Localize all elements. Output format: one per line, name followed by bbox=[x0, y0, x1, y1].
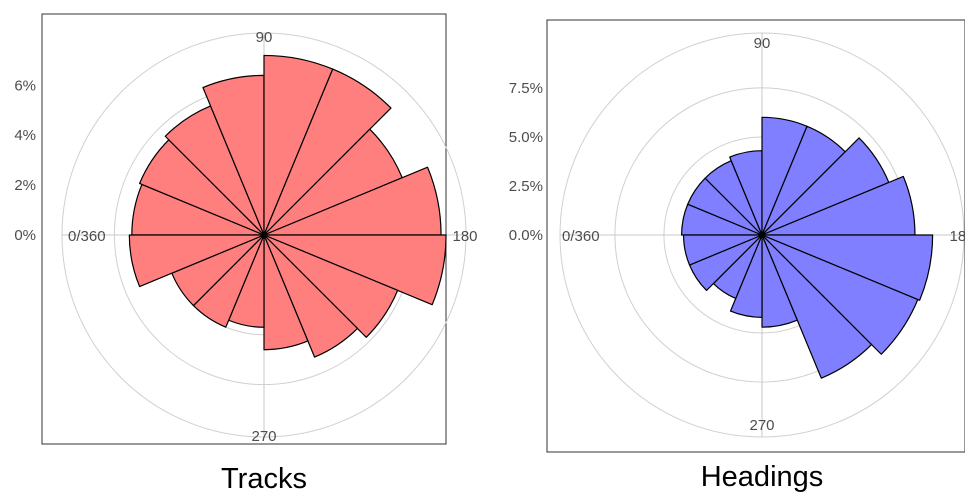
radial-tick-label: 5.0% bbox=[509, 129, 543, 146]
radial-tick-label: 0.0% bbox=[509, 227, 543, 244]
rose-bar bbox=[263, 234, 447, 306]
rose-bar bbox=[761, 234, 919, 355]
rose-bar bbox=[263, 234, 399, 338]
headings-caption: Headings bbox=[701, 461, 824, 493]
rose-bar bbox=[761, 234, 873, 379]
center-hub bbox=[759, 232, 765, 238]
radial-tick-label: 6% bbox=[14, 77, 36, 94]
tracks-caption: Tracks bbox=[221, 463, 307, 495]
rose-bar bbox=[263, 234, 309, 351]
rose-bars bbox=[128, 54, 447, 358]
center-hub bbox=[261, 232, 267, 238]
rose-bar bbox=[682, 234, 763, 266]
rose-bar bbox=[729, 234, 763, 318]
rose-bar bbox=[128, 234, 265, 288]
rose-bar bbox=[263, 234, 359, 358]
angle-label: 270 bbox=[251, 428, 276, 445]
angle-label: 0/360 bbox=[562, 228, 600, 245]
angle-label: 90 bbox=[256, 29, 273, 46]
angle-label: 180 bbox=[949, 228, 965, 245]
rose-bar bbox=[761, 234, 934, 301]
radial-tick-label: 4% bbox=[14, 127, 36, 144]
tracks-rose-panel: 90 180 270 0/360 0% 2% 4% 6% bbox=[14, 13, 478, 445]
headings-rose-panel: 90 180 270 0/360 0.0% 2.5% 5.0% 7.5% bbox=[509, 19, 965, 453]
panel-border bbox=[41, 13, 447, 445]
angle-label: 180 bbox=[452, 228, 477, 245]
angle-label: 90 bbox=[754, 35, 771, 52]
rose-bars bbox=[680, 116, 934, 379]
rose-bar bbox=[761, 234, 798, 328]
radial-tick-label: 2.5% bbox=[509, 178, 543, 195]
panel-border bbox=[546, 19, 965, 453]
angle-label: 0/360 bbox=[68, 228, 106, 245]
radial-tick-label: 7.5% bbox=[509, 80, 543, 97]
angle-label: 270 bbox=[749, 417, 774, 434]
radial-tick-label: 0% bbox=[14, 227, 36, 244]
radial-tick-label: 2% bbox=[14, 177, 36, 194]
rose-bar bbox=[263, 68, 392, 236]
